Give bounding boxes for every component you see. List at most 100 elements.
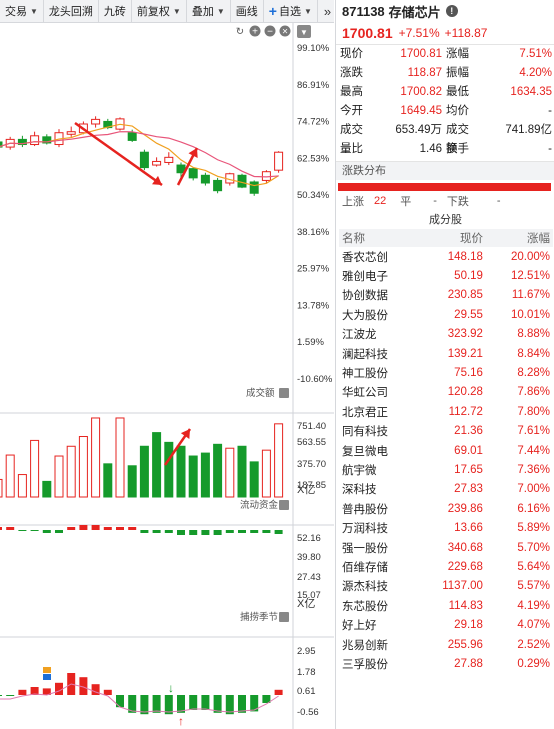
table-row[interactable]: 好上好 29.18 4.07% [339, 615, 553, 634]
flow-settings-icon [279, 500, 289, 510]
info-icon[interactable]: ! [445, 5, 458, 17]
seasonal-tick-label: 0.61 [297, 686, 316, 697]
toolbar-item[interactable]: 叠加 ▼ [187, 0, 231, 22]
price-cell: 114.83 [448, 599, 483, 612]
stock-name-cell: 源杰科技 [342, 581, 388, 594]
table-row[interactable]: 江波龙 323.92 8.88% [339, 325, 553, 344]
price-cell: 323.92 [447, 328, 483, 341]
more-chevron-icon[interactable]: » [323, 3, 332, 19]
table-row[interactable]: 雅创电子 50.19 12.51% [339, 266, 553, 285]
candle-body [127, 132, 137, 141]
change-cell: 0.29% [517, 657, 550, 670]
flow-tick-label: 52.16 [297, 533, 321, 544]
candle-body [30, 135, 40, 146]
flat-label: 平 [400, 196, 412, 208]
table-row[interactable]: 三孚股份 27.88 0.29% [339, 654, 553, 673]
volume-bar [249, 461, 259, 498]
volume-bar [66, 445, 76, 498]
down-label: 下跌 [446, 196, 469, 208]
change-cell: 4.19% [517, 599, 550, 612]
seasonal-bar [274, 689, 283, 695]
table-row[interactable]: 普冉股份 239.86 6.16% [339, 499, 553, 518]
chart-toolbar: 交易 ▼ 龙头回溯 九砖 前复权 ▼ 叠加 ▼ 画线 + 自选 ▼ » [0, 0, 334, 23]
close-icon [279, 25, 291, 37]
table-row[interactable]: 源杰科技 1137.00 5.57% [339, 577, 553, 596]
stock-name-cell: 香农芯创 [342, 251, 388, 264]
table-row[interactable]: 东芯股份 114.83 4.19% [339, 596, 553, 615]
volume-bar [103, 463, 113, 498]
stock-name-cell: 深科技 [342, 484, 377, 497]
toolbar-item[interactable]: 前复权 ▼ [132, 0, 187, 22]
table-row[interactable]: 强一股份 340.68 5.70% [339, 538, 553, 557]
candle-body [17, 138, 27, 146]
seasonal-bar [103, 689, 112, 695]
toolbar-item[interactable]: 交易 ▼ [0, 0, 44, 22]
candle-body [91, 118, 101, 125]
change-amount: +118.87 [444, 26, 488, 40]
table-row[interactable]: 复旦微电 69.01 7.44% [339, 441, 553, 460]
seasonal-bar [79, 677, 88, 695]
flow-bar [18, 530, 27, 531]
quote-value: 1634.35 [510, 86, 552, 98]
table-row[interactable]: 深科技 27.83 7.00% [339, 480, 553, 499]
seasonal-line [0, 683, 279, 713]
col-price[interactable]: 现价 [416, 229, 486, 247]
table-row[interactable]: 同有科技 21.36 7.61% [339, 422, 553, 441]
toolbar-item[interactable]: 画线 [231, 0, 264, 22]
price-cell: 27.88 [454, 657, 483, 670]
table-row[interactable]: 兆易创新 255.96 2.52% [339, 635, 553, 654]
seasonal-bar [18, 689, 27, 695]
seasonal-marker-orange [43, 667, 51, 673]
change-cell: 7.44% [517, 444, 550, 457]
flow-bar [152, 530, 161, 533]
price-cell: 17.65 [454, 463, 483, 476]
add-watchlist-button[interactable]: + 自选 ▼ [264, 0, 318, 22]
flow-bar [128, 527, 137, 530]
seasonal-bar [0, 695, 2, 696]
toolbar-item[interactable]: 龙头回溯 [44, 0, 99, 22]
dropdown-icon [297, 25, 311, 38]
change-cell: 5.70% [517, 541, 550, 554]
price-cell: 120.28 [447, 386, 483, 399]
flat-count: - [433, 195, 437, 207]
zoom-out-icon [264, 25, 276, 37]
distribution-counts: 上涨 22 平 - 下跌 - [336, 191, 554, 211]
col-change[interactable]: 涨幅 [485, 229, 553, 247]
change-cell: 8.84% [517, 347, 550, 360]
flow-bar [103, 527, 112, 530]
price-cell: 229.68 [447, 560, 483, 573]
flow-bar [30, 530, 39, 531]
price-tick-label: 86.91% [297, 80, 330, 91]
seasonal-pane-label: 捕捞季节 [240, 611, 278, 623]
col-name[interactable]: 名称 [339, 229, 417, 247]
toolbar-item[interactable]: 九砖 [99, 0, 132, 22]
table-row[interactable]: 北京君正 112.72 7.80% [339, 402, 553, 421]
stock-name-cell: 澜起科技 [342, 348, 388, 361]
stock-name-cell: 强一股份 [342, 542, 388, 555]
volume-bar [176, 445, 186, 498]
stock-header: 871138 存储芯片 ! [336, 0, 554, 22]
price-tick-label: 1.59% [297, 337, 324, 348]
stock-name-cell: 同有科技 [342, 426, 388, 439]
table-row[interactable]: 神工股份 75.16 8.28% [339, 363, 553, 382]
change-cell: 10.01% [510, 308, 550, 321]
volume-bar [42, 480, 52, 498]
volume-tick-label: 375.70 [297, 459, 326, 470]
up-label: 上涨 [342, 196, 364, 208]
table-row[interactable]: 佰维存储 229.68 5.64% [339, 557, 553, 576]
table-row[interactable]: 华虹公司 120.28 7.86% [339, 383, 553, 402]
flow-bar [274, 530, 283, 534]
table-row[interactable]: 协创数据 230.85 11.67% [339, 286, 553, 305]
table-row[interactable]: 万润科技 13.66 5.89% [339, 518, 553, 537]
table-row[interactable]: 香农芯创 148.18 20.00% [339, 247, 553, 266]
table-row[interactable]: 澜起科技 139.21 8.84% [339, 344, 553, 363]
toolbar-item-label: 叠加 [191, 6, 214, 18]
table-row[interactable]: 大为股份 29.55 10.01% [339, 305, 553, 324]
table-row[interactable]: 航宇微 17.65 7.36% [339, 460, 553, 479]
dropdown-icon-glyph: ▼ [300, 28, 308, 37]
candle-body [0, 141, 3, 148]
flow-bar [140, 530, 149, 533]
flow-bar [262, 530, 271, 533]
quote-label: 振幅 [446, 67, 469, 79]
flow-bar [55, 530, 63, 533]
